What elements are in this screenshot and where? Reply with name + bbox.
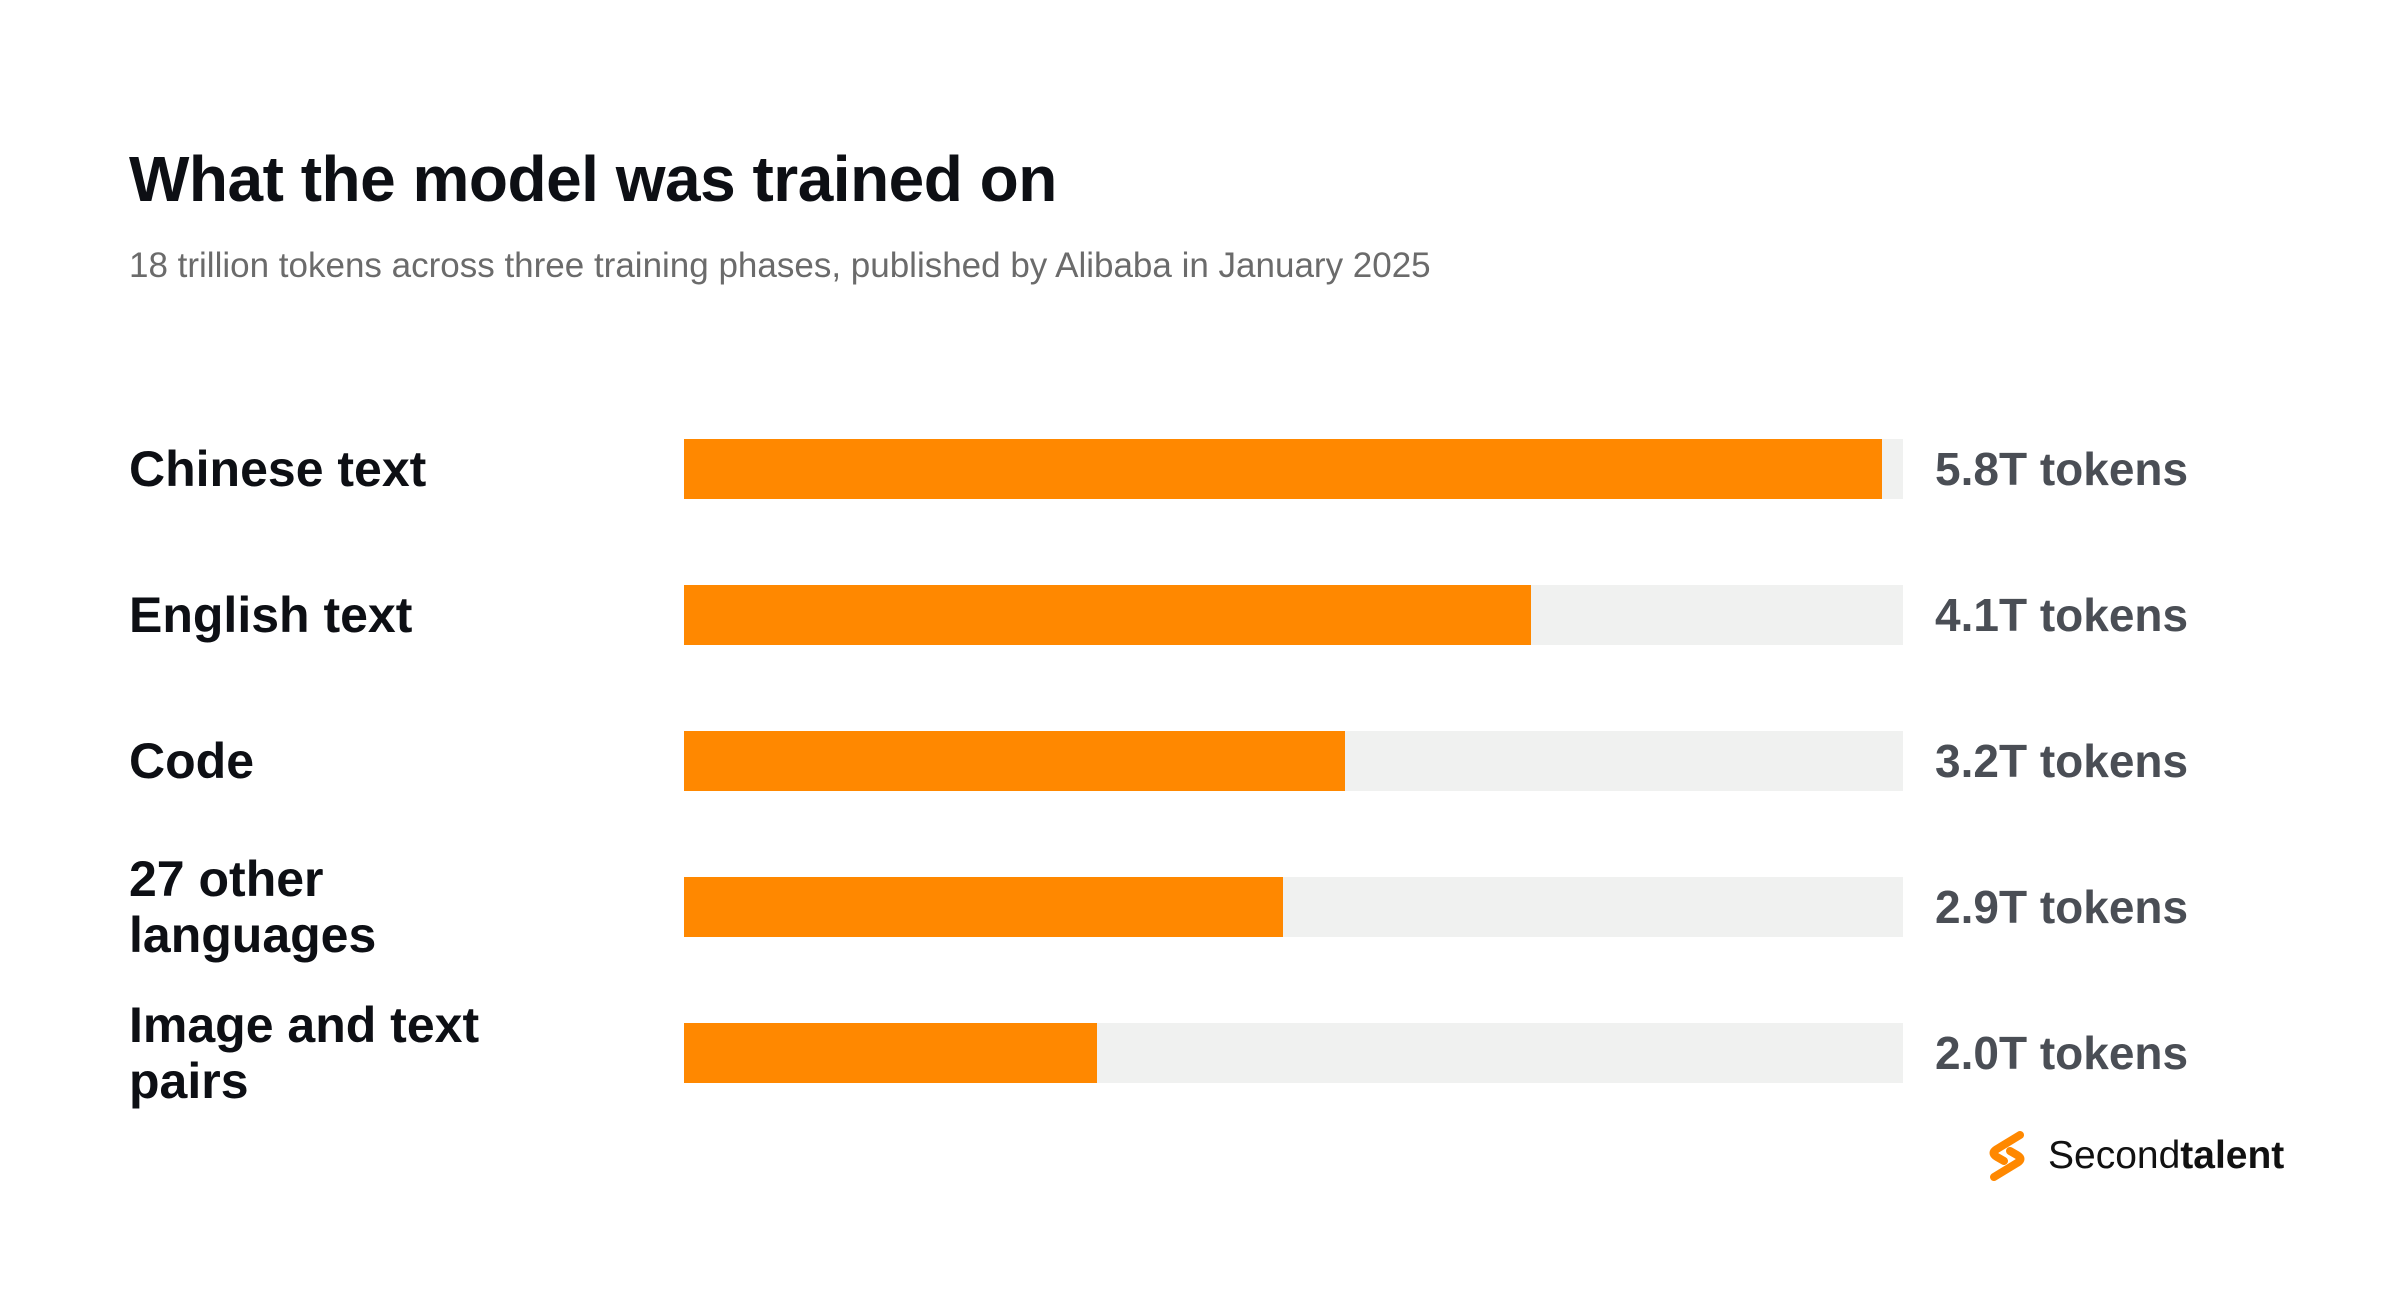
brand-name-light: Second — [2048, 1134, 2181, 1177]
chart-subtitle: 18 trillion tokens across three training… — [129, 246, 1431, 285]
bar-fill — [684, 584, 1531, 645]
value-label: 4.1T tokens — [1935, 588, 2189, 641]
bar-fill — [684, 438, 1882, 499]
brand-logo: Secondtalent — [1980, 1128, 2284, 1184]
bar-track — [684, 730, 1903, 791]
bar-row: English text 4.1T tokens — [0, 542, 2400, 687]
bar-row: 27 other languages 2.9T tokens — [0, 834, 2400, 979]
category-label: Image and text pairs — [129, 996, 480, 1109]
secondtalent-s-logo-icon — [1989, 1131, 2025, 1181]
category-label: Code — [129, 732, 254, 789]
bar-track — [684, 438, 1903, 499]
brand-name-bold: talent — [2180, 1134, 2285, 1177]
bar-row: Code 3.2T tokens — [0, 688, 2400, 833]
brand-name: Secondtalent — [2048, 1134, 2284, 1178]
category-label: 27 other languages — [129, 850, 377, 963]
bar-track — [684, 1022, 1903, 1083]
bar-row: Image and text pairs 2.0T tokens — [0, 980, 2400, 1125]
bar-track — [684, 584, 1903, 645]
value-label: 5.8T tokens — [1935, 442, 2189, 495]
value-label: 2.9T tokens — [1935, 880, 2189, 933]
bar-fill — [684, 1022, 1097, 1083]
chart-title: What the model was trained on — [129, 143, 1057, 215]
value-label: 2.0T tokens — [1935, 1026, 2189, 1079]
category-label: Chinese text — [129, 440, 427, 497]
category-label: English text — [129, 586, 413, 643]
bar-track — [684, 876, 1903, 937]
bar-row: Chinese text 5.8T tokens — [0, 396, 2400, 541]
bar-fill — [684, 730, 1345, 791]
bar-fill — [684, 876, 1283, 937]
value-label: 3.2T tokens — [1935, 734, 2189, 787]
